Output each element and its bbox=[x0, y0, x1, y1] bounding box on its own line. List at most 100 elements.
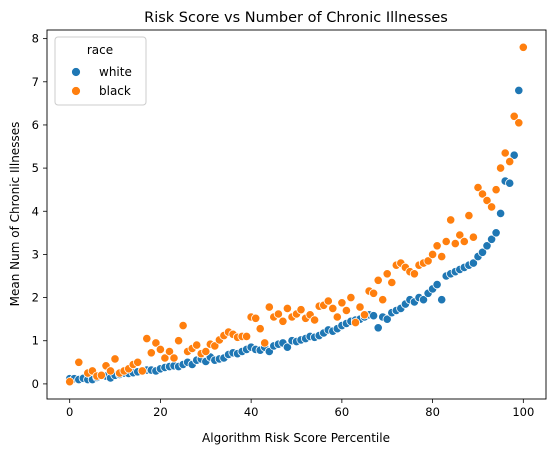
point-black-92 bbox=[491, 185, 501, 195]
plot-area bbox=[65, 42, 528, 387]
point-white-78 bbox=[418, 295, 429, 305]
point-black-37 bbox=[242, 331, 252, 341]
point-white-81 bbox=[432, 279, 442, 290]
x-tick-label: 20 bbox=[153, 405, 168, 419]
x-tick-label: 40 bbox=[244, 405, 259, 419]
point-black-16 bbox=[146, 348, 156, 358]
x-tick-label: 0 bbox=[66, 405, 73, 419]
y-tick-label: 2 bbox=[32, 291, 39, 305]
point-black-82 bbox=[446, 215, 456, 225]
point-black-81 bbox=[441, 236, 451, 247]
point-black-60 bbox=[346, 292, 356, 303]
point-black-67 bbox=[378, 295, 388, 305]
point-black-69 bbox=[387, 277, 397, 288]
point-white-70 bbox=[382, 314, 392, 324]
y-tick-label: 3 bbox=[32, 247, 39, 261]
point-black-39 bbox=[251, 313, 261, 323]
point-white-94 bbox=[491, 228, 501, 238]
point-black-85 bbox=[459, 236, 469, 247]
point-black-58 bbox=[337, 298, 347, 308]
legend-label-black: black bbox=[99, 84, 131, 98]
x-axis: 0 20 40 60 80 100 bbox=[66, 399, 534, 419]
point-black-98 bbox=[518, 42, 528, 52]
x-tick-label: 100 bbox=[512, 405, 534, 419]
point-black-19 bbox=[160, 353, 170, 363]
legend-marker-black bbox=[71, 86, 81, 96]
point-black-84 bbox=[455, 230, 465, 240]
point-black-17 bbox=[151, 338, 161, 348]
point-black-14 bbox=[137, 366, 147, 376]
y-tick-label: 6 bbox=[32, 118, 39, 132]
point-black-46 bbox=[282, 303, 292, 313]
point-black-86 bbox=[464, 211, 474, 221]
point-black-77 bbox=[423, 256, 433, 266]
point-black-52 bbox=[309, 315, 320, 325]
y-axis: 0 1 2 3 4 5 6 7 8 bbox=[32, 32, 47, 391]
legend-title: race bbox=[87, 43, 113, 57]
point-white-89 bbox=[468, 258, 478, 268]
point-black-30 bbox=[210, 341, 220, 351]
point-black-93 bbox=[495, 163, 506, 173]
y-axis-label: Mean Num of Chronic Illnesses bbox=[8, 122, 22, 307]
point-white-67 bbox=[368, 311, 379, 321]
point-black-95 bbox=[505, 157, 515, 167]
point-white-91 bbox=[477, 247, 488, 257]
point-black-74 bbox=[409, 269, 419, 279]
point-black-87 bbox=[468, 232, 478, 242]
point-black-41 bbox=[260, 338, 270, 348]
point-white-82 bbox=[437, 295, 447, 305]
point-black-45 bbox=[278, 316, 288, 326]
x-axis-label: Algorithm Risk Score Percentile bbox=[202, 431, 390, 445]
point-white-92 bbox=[482, 241, 492, 251]
point-white-68 bbox=[373, 323, 383, 333]
point-black-66 bbox=[373, 275, 383, 285]
point-black-90 bbox=[482, 195, 492, 206]
point-black-23 bbox=[178, 320, 188, 331]
point-black-61 bbox=[350, 317, 361, 328]
point-black-68 bbox=[382, 269, 392, 279]
y-tick-label: 7 bbox=[32, 75, 39, 89]
point-black-89 bbox=[477, 189, 488, 199]
point-black-21 bbox=[169, 353, 179, 363]
point-black-28 bbox=[201, 346, 211, 357]
point-black-62 bbox=[355, 302, 365, 312]
legend-label-white: white bbox=[99, 65, 132, 79]
point-black-20 bbox=[164, 346, 175, 357]
point-black-91 bbox=[486, 202, 497, 212]
point-black-8 bbox=[110, 354, 120, 364]
point-white-95 bbox=[495, 208, 506, 218]
point-white-93 bbox=[486, 234, 497, 244]
x-tick-label: 60 bbox=[335, 405, 350, 419]
point-black-63 bbox=[359, 310, 370, 320]
point-black-96 bbox=[509, 111, 519, 121]
point-black-18 bbox=[155, 344, 165, 354]
point-white-99 bbox=[514, 85, 524, 96]
x-tick-label: 80 bbox=[425, 405, 440, 419]
point-black-83 bbox=[450, 239, 460, 249]
point-black-5 bbox=[96, 370, 107, 380]
point-black-0 bbox=[65, 377, 75, 387]
point-black-15 bbox=[142, 333, 152, 344]
point-black-78 bbox=[427, 249, 438, 259]
point-black-22 bbox=[174, 336, 184, 346]
point-white-98 bbox=[509, 150, 519, 160]
point-black-13 bbox=[133, 357, 143, 367]
point-black-65 bbox=[368, 288, 379, 298]
point-black-26 bbox=[192, 340, 202, 350]
point-black-56 bbox=[328, 303, 338, 313]
point-black-44 bbox=[273, 309, 283, 319]
y-tick-label: 5 bbox=[32, 161, 39, 175]
point-black-55 bbox=[323, 296, 333, 306]
chart-title: Risk Score vs Number of Chronic Illnesse… bbox=[144, 10, 448, 26]
point-black-88 bbox=[473, 182, 483, 193]
point-black-7 bbox=[105, 366, 116, 376]
y-tick-label: 8 bbox=[32, 32, 39, 46]
y-tick-label: 0 bbox=[32, 377, 39, 391]
series-black bbox=[65, 42, 528, 387]
y-tick-label: 4 bbox=[32, 204, 39, 218]
point-black-80 bbox=[437, 252, 447, 262]
point-black-79 bbox=[432, 241, 442, 251]
legend-marker-white bbox=[71, 67, 81, 77]
y-tick-label: 1 bbox=[32, 334, 39, 348]
